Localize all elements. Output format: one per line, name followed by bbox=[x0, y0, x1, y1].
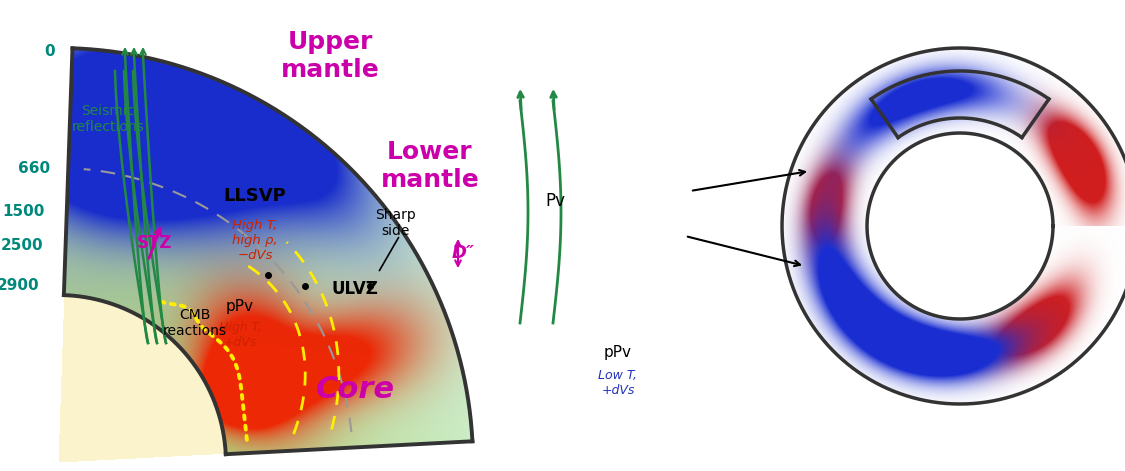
Text: 2900: 2900 bbox=[0, 277, 39, 292]
Text: Sharp
side: Sharp side bbox=[375, 208, 415, 238]
Text: Low T,
+dVs: Low T, +dVs bbox=[598, 369, 638, 397]
Text: 660: 660 bbox=[18, 161, 51, 176]
Text: High T,
high ρ,
−dVs: High T, high ρ, −dVs bbox=[232, 219, 278, 262]
Text: Lower
mantle: Lower mantle bbox=[380, 140, 479, 192]
Text: pPv: pPv bbox=[226, 299, 254, 314]
Text: 2500: 2500 bbox=[1, 238, 44, 252]
Text: 1500: 1500 bbox=[2, 204, 45, 219]
Text: Pv: Pv bbox=[544, 192, 565, 210]
Text: High T,
+dVs: High T, +dVs bbox=[218, 321, 261, 349]
Text: Core: Core bbox=[315, 374, 395, 404]
Text: pPv: pPv bbox=[604, 346, 632, 360]
Text: Upper
mantle: Upper mantle bbox=[280, 30, 379, 82]
Text: ULVZ: ULVZ bbox=[332, 280, 378, 298]
Text: LLSVP: LLSVP bbox=[224, 187, 287, 205]
Text: Seismic
reflections: Seismic reflections bbox=[72, 104, 144, 134]
Text: STZ: STZ bbox=[137, 234, 173, 252]
Text: D″: D″ bbox=[451, 244, 475, 262]
Text: CMB
reactions: CMB reactions bbox=[163, 308, 227, 338]
Text: 0: 0 bbox=[44, 44, 54, 59]
